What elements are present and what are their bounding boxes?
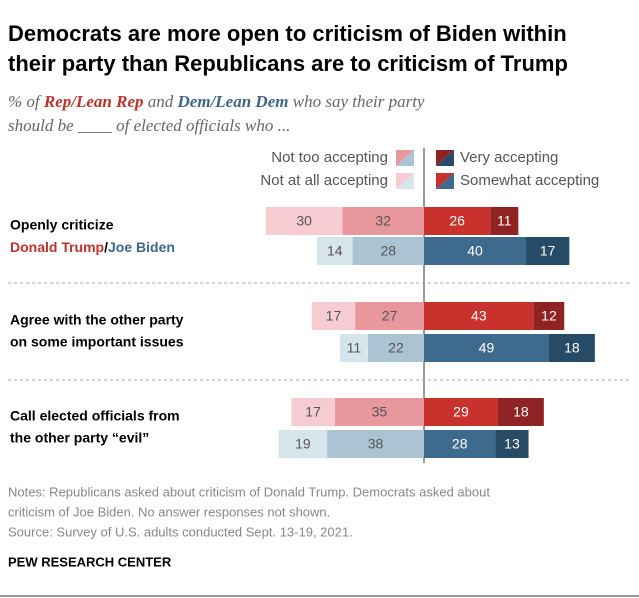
chart-title: Democrats are more open to criticism of … bbox=[8, 21, 567, 46]
value-label: 32 bbox=[375, 213, 391, 229]
value-label: 17 bbox=[305, 404, 321, 420]
value-label: 13 bbox=[504, 436, 520, 452]
value-label: 40 bbox=[467, 243, 483, 259]
value-label: 11 bbox=[497, 213, 512, 229]
value-label: 28 bbox=[381, 243, 397, 259]
category-label: Donald Trump/Joe Biden bbox=[10, 239, 175, 255]
value-label: 29 bbox=[453, 404, 469, 420]
value-label: 12 bbox=[541, 308, 557, 324]
bar-segment bbox=[291, 398, 335, 426]
legend-swatch bbox=[436, 173, 454, 189]
bar-segment bbox=[424, 430, 496, 458]
legend-label: Not too accepting bbox=[271, 149, 388, 166]
bar-segment bbox=[316, 237, 353, 265]
bar-segment bbox=[352, 237, 424, 265]
bar-segment bbox=[339, 334, 368, 362]
legend-label: Somewhat accepting bbox=[460, 172, 599, 189]
value-label: 43 bbox=[471, 308, 487, 324]
value-label: 30 bbox=[296, 213, 312, 229]
bar-segment bbox=[526, 237, 570, 265]
subtitle-text: and bbox=[144, 92, 178, 111]
legend-swatch bbox=[396, 173, 414, 189]
legend-swatch bbox=[436, 150, 454, 166]
value-label: 11 bbox=[347, 340, 362, 356]
value-label: 17 bbox=[540, 243, 556, 259]
value-label: 27 bbox=[382, 308, 398, 324]
value-label: 14 bbox=[327, 243, 343, 259]
party-name: Rep/Lean Rep bbox=[43, 92, 144, 111]
category-label: the other party “evil” bbox=[10, 430, 149, 446]
target-name: / bbox=[104, 239, 108, 255]
target-name: Donald Trump bbox=[10, 239, 104, 255]
bar-segment bbox=[265, 207, 343, 235]
category-label: Call elected officials from bbox=[10, 408, 180, 424]
bar-segment bbox=[424, 334, 549, 362]
party-name: Dem/Lean Dem bbox=[177, 92, 289, 111]
note: Source: Survey of U.S. adults conducted … bbox=[8, 524, 353, 539]
legend-swatch bbox=[396, 150, 414, 166]
bar-segment bbox=[424, 398, 498, 426]
chart-title: their party than Republicans are to crit… bbox=[8, 51, 568, 76]
value-label: 35 bbox=[372, 404, 388, 420]
category-label: on some important issues bbox=[10, 334, 184, 350]
value-label: 26 bbox=[449, 213, 465, 229]
bar-segment bbox=[342, 207, 424, 235]
subtitle-text: % of bbox=[8, 92, 44, 111]
value-label: 19 bbox=[295, 436, 311, 452]
subtitle: should be ____ of elected officials who … bbox=[8, 116, 290, 135]
bar-segment bbox=[327, 430, 424, 458]
bar-segment bbox=[424, 207, 491, 235]
bar-segment bbox=[355, 302, 424, 330]
target-name: Joe Biden bbox=[108, 239, 175, 255]
category-label: Agree with the other party bbox=[10, 312, 184, 328]
subtitle-text: who say their party bbox=[288, 92, 424, 111]
bar-segment bbox=[367, 334, 424, 362]
category-label: Openly criticize bbox=[10, 217, 114, 233]
legend-label: Very accepting bbox=[460, 149, 558, 166]
value-label: 22 bbox=[388, 340, 404, 356]
note: criticism of Joe Biden. No answer respon… bbox=[8, 504, 330, 519]
footer: PEW RESEARCH CENTER bbox=[8, 554, 172, 569]
bar-segment bbox=[424, 302, 534, 330]
bar-segment bbox=[334, 398, 424, 426]
value-label: 17 bbox=[326, 308, 342, 324]
legend-label: Not at all accepting bbox=[260, 172, 388, 189]
value-label: 38 bbox=[368, 436, 384, 452]
subtitle: % of Rep/Lean Rep and Dem/Lean Dem who s… bbox=[8, 92, 425, 111]
bar-segment bbox=[490, 207, 519, 235]
value-label: 28 bbox=[452, 436, 468, 452]
bar-segment bbox=[533, 302, 565, 330]
value-label: 49 bbox=[479, 340, 495, 356]
bar-segment bbox=[497, 398, 544, 426]
bar-segment bbox=[495, 430, 529, 458]
bar-segment bbox=[278, 430, 328, 458]
value-label: 18 bbox=[564, 340, 580, 356]
value-label: 18 bbox=[513, 404, 529, 420]
note: Notes: Republicans asked about criticism… bbox=[8, 484, 490, 499]
bar-segment bbox=[424, 237, 526, 265]
bar-segment bbox=[311, 302, 356, 330]
bar-segment bbox=[548, 334, 595, 362]
